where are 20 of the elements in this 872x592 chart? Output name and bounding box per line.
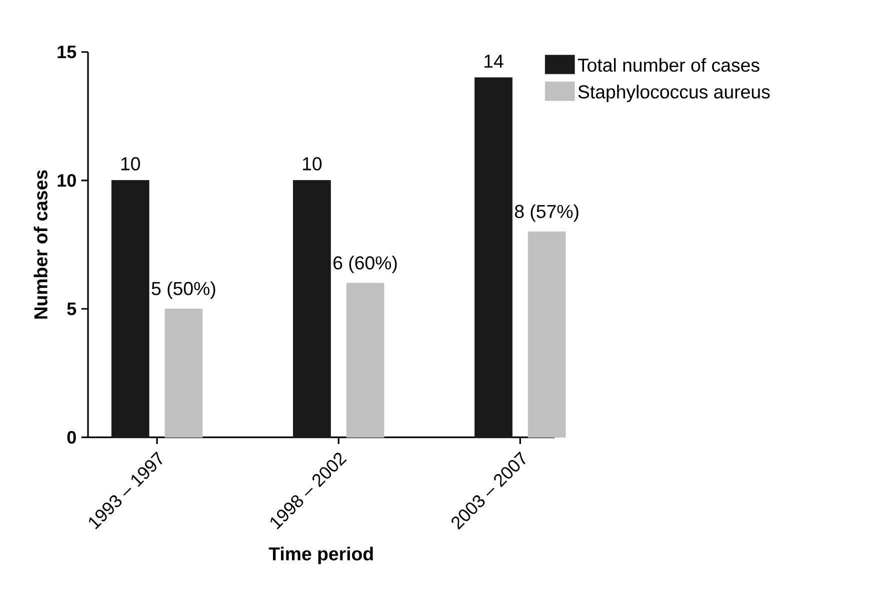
bar [292,180,331,438]
data-label: 10 [302,157,322,170]
bar [346,282,384,438]
y-tick-label: 10 [58,174,76,187]
legend-label: Total number of cases [578,58,760,72]
bar [111,180,150,438]
data-label: 5 (50%) [152,281,216,299]
data-label: 10 [121,157,140,170]
y-tick-label: 0 [67,430,76,444]
y-tick-label: 15 [58,46,76,58]
bar [474,77,512,438]
y-axis-title: Number of cases [34,170,48,319]
data-label: 14 [484,54,504,68]
legend-label: Staphylococcus aureus [578,84,770,102]
data-label: 6 (60%) [334,256,397,274]
data-label: 8 (57%) [514,204,578,222]
y-tick-label: 5 [67,302,76,316]
x-axis-title: Time period [268,546,373,564]
bar [528,232,566,438]
bar [164,308,203,438]
